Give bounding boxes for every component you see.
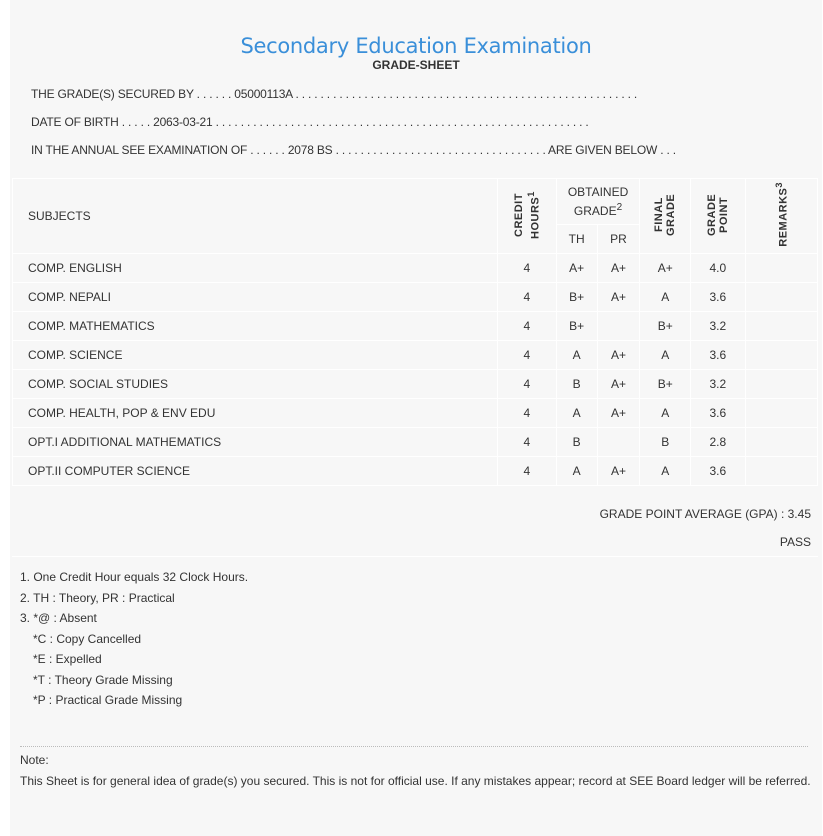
header-obtained-grade: OBTAINED GRADE2 xyxy=(555,178,641,225)
legend-item: *T : Theory Grade Missing xyxy=(33,672,173,687)
legend-item: 1. One Credit Hour equals 32 Clock Hours… xyxy=(20,570,249,584)
th-grade-cell: A xyxy=(555,456,598,486)
header-pr: PR xyxy=(596,224,641,254)
table-row: COMP. ENGLISH 4 A+ A+ A+ 4.0 xyxy=(11,253,819,283)
note-label: Note: xyxy=(20,753,49,767)
pr-grade-cell: A+ xyxy=(596,282,641,312)
grade-point-cell: 3.2 xyxy=(690,311,746,341)
final-grade-cell: A xyxy=(639,398,692,428)
subject-cell: COMP. ENGLISH xyxy=(11,253,499,283)
subject-cell: COMP. SOCIAL STUDIES xyxy=(11,369,499,399)
pr-grade-cell: A+ xyxy=(596,456,641,486)
subject-cell: COMP. SCIENCE xyxy=(11,340,499,370)
pr-grade-cell: A+ xyxy=(596,340,641,370)
page-subtitle: GRADE-SHEET xyxy=(372,58,460,72)
legend-item: 3. *@ : Absent xyxy=(20,611,97,625)
final-grade-cell: B+ xyxy=(639,369,692,399)
table-row: COMP. NEPALI 4 B+ A+ A 3.6 xyxy=(11,282,819,312)
credit-cell: 4 xyxy=(497,456,557,486)
note-text: This Sheet is for general idea of grade(… xyxy=(20,773,811,788)
table-row: COMP. SCIENCE 4 A A+ A 3.6 xyxy=(11,340,819,370)
header-remarks: REMARKS3 xyxy=(744,178,819,254)
credit-cell: 4 xyxy=(497,282,557,312)
credit-cell: 4 xyxy=(497,311,557,341)
grade-point-cell: 3.6 xyxy=(690,456,746,486)
legend: 1. One Credit Hour equals 32 Clock Hours… xyxy=(20,567,248,711)
secured-by-line: THE GRADE(S) SECURED BY . . . . . . 0500… xyxy=(31,87,638,101)
credit-cell: 4 xyxy=(497,427,557,457)
remarks-cell xyxy=(744,311,819,341)
legend-item: *P : Practical Grade Missing xyxy=(33,693,183,707)
pr-grade-cell: A+ xyxy=(596,369,641,399)
subject-cell: OPT.I ADDITIONAL MATHEMATICS xyxy=(11,427,499,457)
remarks-cell xyxy=(744,456,819,486)
credit-cell: 4 xyxy=(497,369,557,399)
header-grade-point: GRADE POINT xyxy=(690,178,746,254)
gpa: GRADE POINT AVERAGE (GPA) : 3.45 xyxy=(599,507,811,521)
table-row: OPT.I ADDITIONAL MATHEMATICS 4 B B 2.8 xyxy=(11,427,819,457)
final-grade-cell: A+ xyxy=(639,253,692,283)
table-row: OPT.II COMPUTER SCIENCE 4 A A+ A 3.6 xyxy=(11,456,819,486)
th-grade-cell: A xyxy=(555,340,598,370)
remarks-cell xyxy=(744,282,819,312)
header-th: TH xyxy=(555,224,598,254)
subject-cell: OPT.II COMPUTER SCIENCE xyxy=(11,456,499,486)
grade-point-cell: 3.2 xyxy=(690,369,746,399)
grade-point-cell: 3.6 xyxy=(690,398,746,428)
legend-item: 2. TH : Theory, PR : Practical xyxy=(20,590,175,605)
subject-cell: COMP. HEALTH, POP & ENV EDU xyxy=(11,398,499,428)
th-grade-cell: A xyxy=(555,398,598,428)
final-grade-cell: B xyxy=(639,427,692,457)
grade-point-cell: 3.6 xyxy=(690,282,746,312)
grade-sheet: Secondary Education Examination GRADE-SH… xyxy=(10,0,822,836)
note: Note: This Sheet is for general idea of … xyxy=(20,750,815,791)
divider xyxy=(12,556,818,557)
remarks-cell xyxy=(744,253,819,283)
credit-cell: 4 xyxy=(497,398,557,428)
pr-grade-cell xyxy=(596,311,641,341)
final-grade-cell: A xyxy=(639,456,692,486)
remarks-cell xyxy=(744,340,819,370)
grade-point-cell: 2.8 xyxy=(690,427,746,457)
dotted-divider xyxy=(20,746,808,747)
remarks-cell xyxy=(744,369,819,399)
legend-item: *C : Copy Cancelled xyxy=(33,631,142,646)
table-row: COMP. HEALTH, POP & ENV EDU 4 A A+ A 3.6 xyxy=(11,398,819,428)
grades-table: SUBJECTS CREDIT HOURS1 OBTAINED GRADE2 F… xyxy=(11,178,819,486)
remarks-cell xyxy=(744,427,819,457)
dob-line: DATE OF BIRTH . . . . . 2063-03-21 . . .… xyxy=(31,115,589,129)
table-row: COMP. MATHEMATICS 4 B+ B+ 3.2 xyxy=(11,311,819,341)
final-grade-cell: A xyxy=(639,340,692,370)
page-title: Secondary Education Examination xyxy=(240,34,592,59)
credit-cell: 4 xyxy=(497,340,557,370)
header-subjects: SUBJECTS xyxy=(11,178,499,254)
th-grade-cell: B xyxy=(555,427,598,457)
header-credit-hours: CREDIT HOURS1 xyxy=(497,178,557,254)
th-grade-cell: B+ xyxy=(555,311,598,341)
grade-point-cell: 4.0 xyxy=(690,253,746,283)
legend-item: *E : Expelled xyxy=(33,652,102,666)
subject-cell: COMP. MATHEMATICS xyxy=(11,311,499,341)
pr-grade-cell: A+ xyxy=(596,398,641,428)
pr-grade-cell: A+ xyxy=(596,253,641,283)
remarks-cell xyxy=(744,398,819,428)
exam-line: IN THE ANNUAL SEE EXAMINATION OF . . . .… xyxy=(31,143,676,157)
subject-cell: COMP. NEPALI xyxy=(11,282,499,312)
result-status: PASS xyxy=(779,535,811,549)
credit-cell: 4 xyxy=(497,253,557,283)
grade-point-cell: 3.6 xyxy=(690,340,746,370)
th-grade-cell: A+ xyxy=(555,253,598,283)
header-final-grade: FINAL GRADE xyxy=(639,178,692,254)
final-grade-cell: A xyxy=(639,282,692,312)
final-grade-cell: B+ xyxy=(639,311,692,341)
table-row: COMP. SOCIAL STUDIES 4 B A+ B+ 3.2 xyxy=(11,369,819,399)
th-grade-cell: B+ xyxy=(555,282,598,312)
pr-grade-cell xyxy=(596,427,641,457)
th-grade-cell: B xyxy=(555,369,598,399)
